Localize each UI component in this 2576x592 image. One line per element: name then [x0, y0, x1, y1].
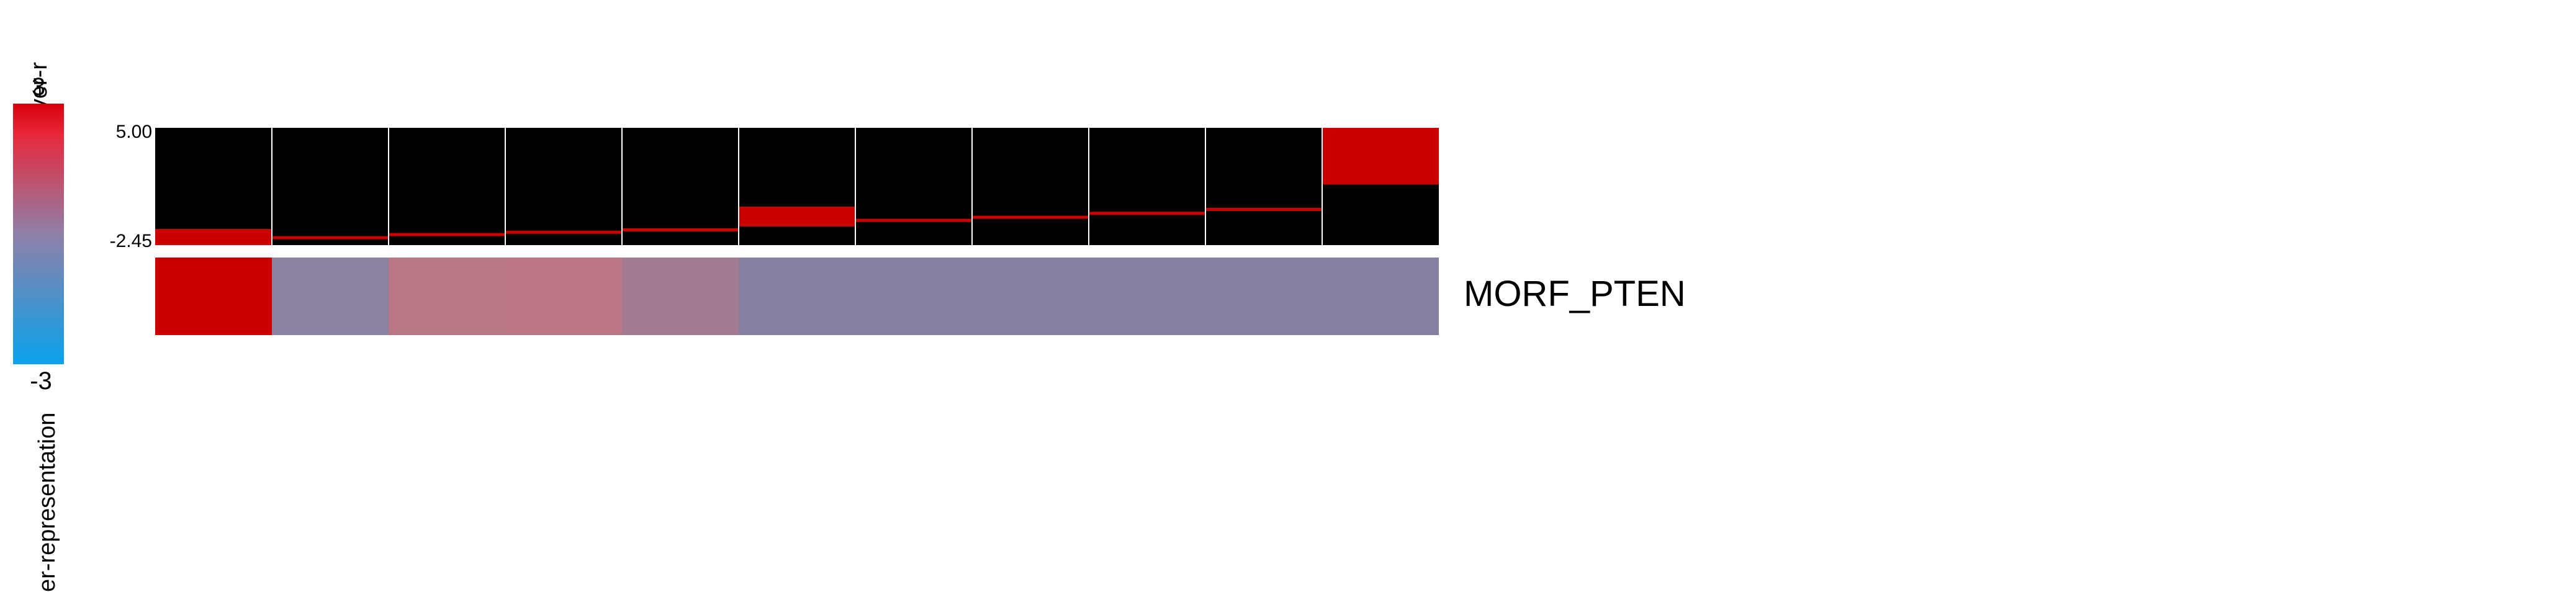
bar-mark — [972, 215, 1089, 219]
heat-cell — [972, 258, 1089, 335]
heat-cell — [622, 258, 739, 335]
bar-panel: 5.00 -2.45 — [110, 122, 1439, 251]
heat-cell — [389, 258, 505, 335]
bar-mark — [155, 229, 272, 245]
legend-max-label: 3 — [32, 73, 45, 101]
color-legend: Over-r 3 -3 er-representation — [13, 62, 64, 592]
legend-color-bar — [13, 104, 64, 364]
heat-cell — [855, 258, 972, 335]
heat-cell — [505, 258, 622, 335]
heat-cell — [1322, 258, 1439, 335]
bar-mark — [1322, 128, 1439, 185]
bar-ymin-label: -2.45 — [110, 231, 152, 251]
bar-cell-bg — [272, 128, 389, 245]
bar-cells — [155, 128, 1439, 245]
bar-cell-bg — [1089, 128, 1205, 245]
bar-mark — [389, 233, 505, 236]
bar-cell-bg — [739, 128, 855, 245]
bar-mark — [855, 218, 972, 222]
bar-mark — [739, 206, 855, 226]
bar-cell-bg — [622, 128, 739, 245]
bar-cell-bg — [389, 128, 505, 245]
bar-cell-bg — [855, 128, 972, 245]
bar-mark — [622, 228, 739, 231]
heat-cell — [272, 258, 389, 335]
bar-ymax-label: 5.00 — [116, 122, 152, 142]
bar-mark — [1089, 212, 1205, 215]
heat-cell — [1205, 258, 1322, 335]
bar-cell-bg — [505, 128, 622, 245]
heat-cell — [155, 258, 272, 335]
bar-cell-bg — [1205, 128, 1322, 245]
legend-min-label: -3 — [30, 367, 52, 395]
bar-cell-bg — [155, 128, 272, 245]
heat-row: MORF_PTEN — [155, 258, 1686, 335]
legend-bottom-label: er-representation — [34, 413, 60, 592]
bar-mark — [272, 236, 389, 240]
bar-mark — [505, 230, 622, 234]
bar-mark — [1205, 207, 1322, 211]
bar-cell-bg — [972, 128, 1089, 245]
heat-row-label: MORF_PTEN — [1464, 274, 1686, 314]
heat-cells — [155, 258, 1439, 335]
heat-cell — [739, 258, 855, 335]
heat-cell — [1089, 258, 1205, 335]
